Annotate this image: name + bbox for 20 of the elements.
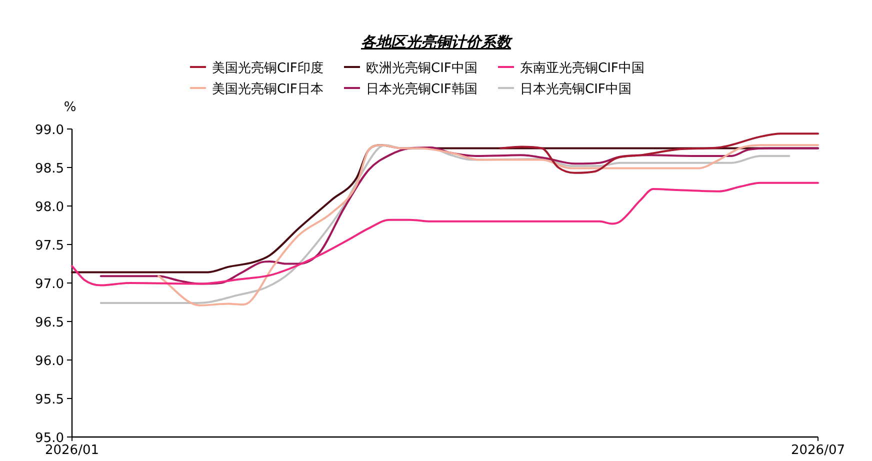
legend-label: 欧洲光亮铜CIF中国 [366,60,478,76]
y-tick-label: 96.0 [35,354,64,369]
y-tick-label: 97.0 [35,277,64,292]
x-tick-label: 2026/07 [790,443,846,458]
x-tick-label: 2026/01 [44,443,100,458]
y-tick-label: 97.5 [35,238,64,254]
y-tick-label: 98.5 [35,162,64,176]
legend-label: 美国光亮铜CIF日本 [212,81,324,97]
chart-title: 各地区光亮铜计价系数 [361,33,513,51]
y-tick-label: 96.5 [35,316,64,330]
y-tick-label: 95.5 [35,392,64,408]
line-series [71,182,819,286]
y-tick-label: 99.0 [35,123,64,138]
y-tick-label: 98.0 [35,200,64,215]
legend-label: 日本光亮铜CIF中国 [520,81,632,97]
y-axis-title: % [64,100,76,115]
legend-label: 东南亚光亮铜CIF中国 [520,60,644,76]
legend-label: 日本光亮铜CIF韩国 [366,81,478,97]
line-series [500,132,819,174]
legend-label: 美国光亮铜CIF印度 [212,60,324,76]
